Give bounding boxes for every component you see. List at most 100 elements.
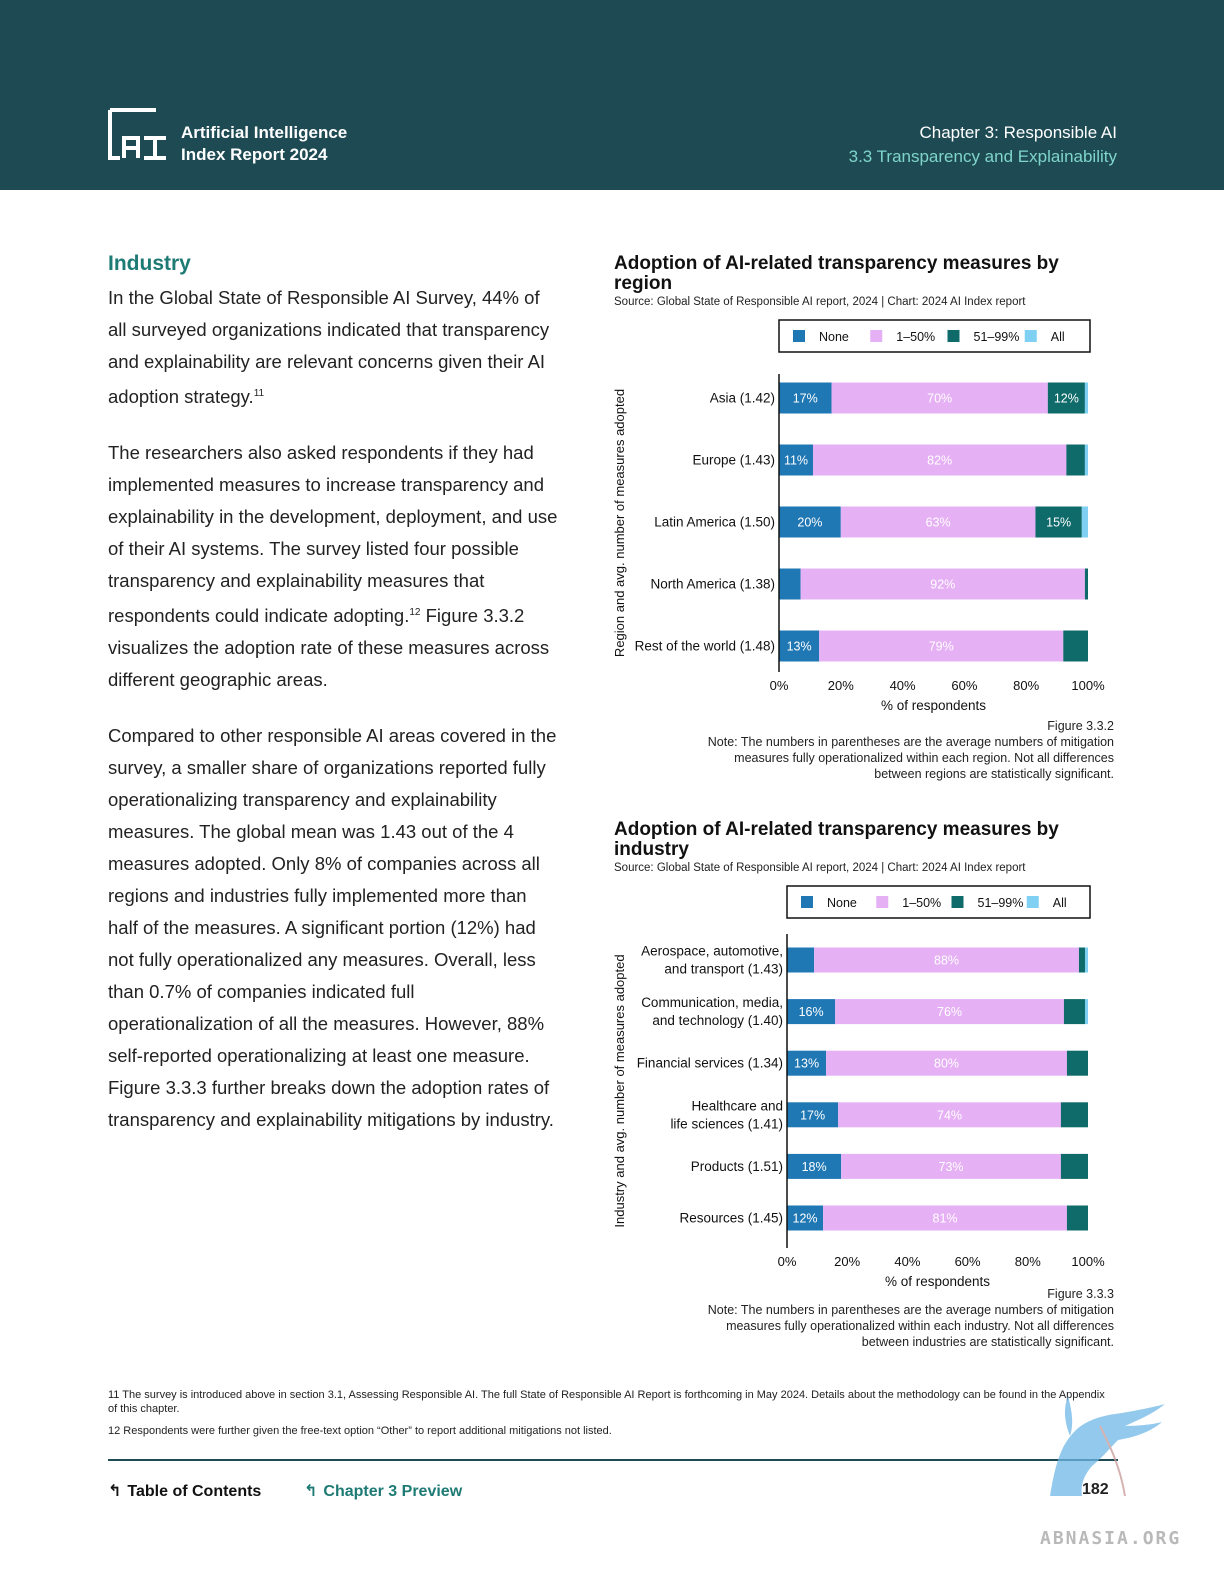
category-label: Communication, media, bbox=[641, 995, 783, 1010]
region-chart-plot: None 1–50% 51–99% All 17% 70% 12% Asia (1.42) 11… bbox=[614, 319, 1105, 713]
data-label: 17% bbox=[793, 392, 818, 406]
bar-segment bbox=[1081, 506, 1088, 538]
bar-segment bbox=[779, 568, 801, 600]
x-tick-label: 100% bbox=[1071, 1254, 1105, 1269]
chapter-heading: Chapter 3: Responsible AI 3.3 Transparen… bbox=[849, 121, 1117, 169]
legend-swatch bbox=[951, 896, 964, 908]
bar-segment bbox=[812, 444, 1067, 476]
bar-segment bbox=[1060, 1153, 1088, 1179]
data-label: 18% bbox=[802, 1160, 827, 1174]
legend-swatch bbox=[801, 896, 813, 908]
legend-swatch bbox=[1026, 896, 1039, 908]
legend-swatch bbox=[1024, 330, 1037, 342]
bar-segment bbox=[787, 1050, 827, 1076]
bar-segment bbox=[1084, 444, 1088, 476]
return-arrow-icon: ↰ bbox=[108, 1483, 122, 1500]
data-label: 76% bbox=[937, 1005, 962, 1019]
region-chart: Adoption of AI-related transparency meas… bbox=[614, 254, 1114, 784]
table-of-contents-link[interactable]: ↰ Table of Contents bbox=[108, 1481, 261, 1501]
x-tick-label: 20% bbox=[834, 1254, 860, 1269]
chart-source: Source: Global State of Responsible AI r… bbox=[614, 296, 1026, 308]
bar-segment bbox=[1084, 947, 1088, 973]
data-label: 74% bbox=[937, 1108, 962, 1122]
x-tick-label: 80% bbox=[1013, 678, 1039, 693]
bar-segment bbox=[779, 444, 813, 476]
category-label: and transport (1.43) bbox=[664, 962, 783, 977]
brand-title: Artificial Intelligence Index Report 202… bbox=[181, 122, 347, 166]
category-label: Asia (1.42) bbox=[710, 391, 775, 406]
data-label: 81% bbox=[933, 1212, 958, 1226]
bar-segment bbox=[1078, 947, 1085, 973]
data-label: 15% bbox=[1046, 516, 1071, 530]
footnote-12: 12 Respondents were further given the fr… bbox=[108, 1425, 612, 1437]
legend-swatch bbox=[876, 896, 889, 908]
x-tick-label: 40% bbox=[894, 1254, 920, 1269]
category-label: Products (1.51) bbox=[691, 1159, 783, 1174]
data-label: 82% bbox=[927, 454, 952, 468]
toc-label: Table of Contents bbox=[127, 1483, 262, 1500]
body-text: Industry In the Global State of Responsi… bbox=[108, 252, 560, 1160]
figure-caption: Figure 3.3.2 Note: The numbers in parent… bbox=[694, 718, 1114, 782]
x-tick-label: 100% bbox=[1071, 678, 1105, 693]
x-tick-label: 60% bbox=[951, 678, 977, 693]
footnote-ref-11[interactable]: 11 bbox=[253, 388, 265, 399]
footnotes: 11 The survey is introduced above in sec… bbox=[108, 1388, 1108, 1446]
bar-segment bbox=[787, 999, 836, 1025]
y-axis-label: Industry and avg. number of measures ado… bbox=[614, 954, 627, 1227]
category-label: Latin America (1.50) bbox=[654, 515, 775, 530]
data-label: 79% bbox=[929, 640, 954, 654]
category-label: Financial services (1.34) bbox=[637, 1056, 783, 1071]
x-axis-label: % of respondents bbox=[881, 698, 986, 713]
chapter-title: Chapter 3: Responsible AI bbox=[919, 123, 1117, 142]
legend-swatch bbox=[793, 330, 805, 342]
category-label: Resources (1.45) bbox=[679, 1211, 783, 1226]
category-label: life sciences (1.41) bbox=[670, 1116, 783, 1131]
figure-number: Figure 3.3.3 bbox=[1047, 1287, 1114, 1301]
category-label: Europe (1.43) bbox=[692, 453, 775, 468]
section-subtitle: 3.3 Transparency and Explainability bbox=[848, 147, 1117, 166]
category-label: Rest of the world (1.48) bbox=[635, 639, 775, 654]
data-label: 11% bbox=[784, 454, 808, 468]
bar-segment bbox=[826, 1050, 1067, 1076]
chart-legend: None 1–50% 51–99% All bbox=[778, 319, 1091, 353]
page-header: Artificial Intelligence Index Report 202… bbox=[0, 0, 1224, 190]
chapter-preview-link[interactable]: ↰ Chapter 3 Preview bbox=[304, 1481, 462, 1501]
chart-source: Source: Global State of Responsible AI r… bbox=[614, 862, 1026, 874]
chart-title: Adoption of AI-related transparency meas… bbox=[614, 819, 1059, 860]
paragraph-1: In the Global State of Responsible AI Su… bbox=[108, 282, 560, 413]
bar-segment bbox=[1084, 568, 1088, 600]
bar-segment bbox=[835, 999, 1064, 1025]
data-label: 80% bbox=[934, 1057, 959, 1071]
figure-note: Note: The numbers in parentheses are the… bbox=[707, 735, 1114, 781]
bar-segment bbox=[1063, 630, 1088, 662]
x-tick-label: 60% bbox=[955, 1254, 981, 1269]
paragraph-2: The researchers also asked respondents i… bbox=[108, 437, 560, 696]
industry-chart-plot: None 1–50% 51–99% All 88% Aerospace, automoti… bbox=[614, 885, 1105, 1289]
footer-divider bbox=[108, 1459, 1118, 1461]
legend-box bbox=[778, 319, 1091, 353]
data-label: 63% bbox=[926, 516, 951, 530]
x-tick-label: 40% bbox=[890, 678, 916, 693]
y-axis-label: Region and avg. number of measures adopt… bbox=[614, 389, 627, 657]
data-label: 20% bbox=[797, 516, 822, 530]
chart-legend: None 1–50% 51–99% All bbox=[786, 885, 1091, 919]
bar-segment bbox=[819, 630, 1064, 662]
category-label: and technology (1.40) bbox=[652, 1013, 783, 1028]
data-label: 17% bbox=[800, 1108, 825, 1122]
chapter-preview-label: Chapter 3 Preview bbox=[323, 1483, 463, 1500]
bar-segment bbox=[1084, 999, 1088, 1025]
x-tick-label: 0% bbox=[770, 678, 789, 693]
data-label: 73% bbox=[939, 1160, 964, 1174]
data-label: 92% bbox=[930, 578, 955, 592]
bar-segment bbox=[1066, 1050, 1088, 1076]
bar-segment bbox=[1066, 444, 1085, 476]
footnote-ref-12[interactable]: 12 bbox=[409, 607, 421, 619]
bar-segment bbox=[787, 1205, 824, 1231]
bar-segment bbox=[1035, 506, 1082, 538]
brand-line-2: Index Report 2024 bbox=[181, 145, 328, 164]
legend-swatch bbox=[947, 330, 960, 342]
figure-number: Figure 3.3.2 bbox=[1047, 719, 1114, 733]
bar-segment bbox=[831, 382, 1048, 414]
data-label: 88% bbox=[934, 954, 959, 968]
figure-caption: Figure 3.3.3 Note: The numbers in parent… bbox=[694, 1286, 1114, 1350]
